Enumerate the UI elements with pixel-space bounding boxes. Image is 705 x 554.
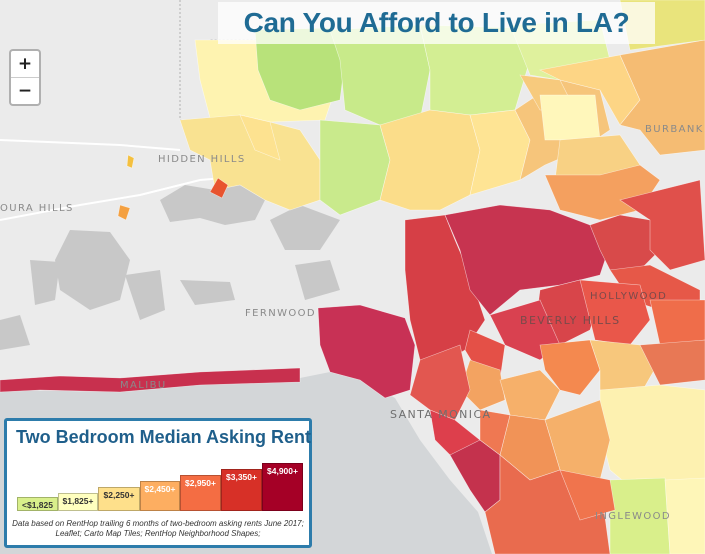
- legend-bin: $2,450+: [140, 481, 180, 511]
- region-koreatown: [639, 339, 705, 386]
- legend-bin: $4,900+: [262, 463, 303, 511]
- legend-bin-label: $2,950+: [185, 478, 216, 488]
- city-boundary: [179, 0, 330, 126]
- place-label-burbank: BURBANK: [645, 124, 704, 135]
- place-label-malibu: MALIBU: [120, 380, 167, 391]
- zoom-out-button[interactable]: −: [17, 81, 33, 101]
- region-hollywood-hills: [589, 214, 661, 271]
- place-label-beverly-hills: BEVERLY HILLS: [520, 314, 621, 327]
- legend-scale: <$1,825 $1,825+ $2,250+ $2,450+ $2,950+ $3,35…: [17, 457, 307, 511]
- region-pacific-palisades: [317, 304, 416, 399]
- legend-bin-label: $2,450+: [144, 484, 176, 494]
- legend-bin: $2,950+: [180, 475, 221, 511]
- legend-bin: $1,825+: [58, 493, 98, 511]
- title-banner: Can You Afford to Live in LA?: [218, 2, 655, 44]
- legend-bin-label: $4,900+: [267, 466, 298, 476]
- place-label-fernwood: FERNWOOD: [245, 308, 317, 319]
- page-title: Can You Afford to Live in LA?: [243, 7, 630, 38]
- rent-legend: Two Bedroom Median Asking Rent <$1,825 $1…: [4, 418, 312, 548]
- region-topanga: [126, 154, 135, 169]
- region-inglewood-north: [609, 477, 671, 554]
- region-tarzana: [239, 114, 281, 161]
- place-label-hidden-hills: HIDDEN HILLS: [158, 154, 246, 165]
- legend-note-line1: Data based on RentHop trailing 6 months …: [12, 519, 304, 528]
- legend-bin: $3,350+: [221, 469, 262, 511]
- legend-note-line2: Leaflet; Carto Map Tiles; RentHop Neighb…: [55, 529, 261, 538]
- legend-bin-label: <$1,825: [22, 500, 53, 510]
- region-agoura: [117, 204, 131, 221]
- legend-bin-label: $2,250+: [103, 490, 135, 500]
- region-burbank: [619, 39, 705, 156]
- region-valley-village: [539, 94, 601, 141]
- legend-bin-label: $1,825+: [62, 496, 94, 506]
- place-label-santa-monica: SANTA MONICA: [390, 408, 492, 421]
- region-los-feliz: [619, 179, 705, 271]
- urban-areas: [0, 185, 340, 350]
- place-label-agoura-hills: OURA HILLS: [0, 203, 74, 214]
- place-label-inglewood: INGLEWOOD: [595, 511, 671, 522]
- region-inglewood-east: [664, 477, 705, 554]
- region-ladera: [559, 469, 616, 521]
- region-encino: [379, 109, 481, 211]
- legend-title: Two Bedroom Median Asking Rent: [16, 427, 312, 447]
- legend-bin-label: $3,350+: [226, 472, 257, 482]
- zoom-control: + −: [9, 49, 41, 106]
- region-east-hollywood: [649, 299, 705, 346]
- zoom-in-button[interactable]: +: [11, 51, 39, 78]
- place-label-hollywood: HOLLYWOOD: [590, 291, 668, 302]
- region-palms: [499, 369, 561, 421]
- region-malibu: [0, 367, 301, 393]
- region-west-hollywood: [579, 279, 651, 346]
- legend-bin: $2,250+: [98, 487, 140, 511]
- legend-source-note: Data based on RentHop trailing 6 months …: [7, 519, 309, 539]
- region-hidden-hills: [209, 177, 229, 199]
- legend-bin: <$1,825: [17, 497, 58, 511]
